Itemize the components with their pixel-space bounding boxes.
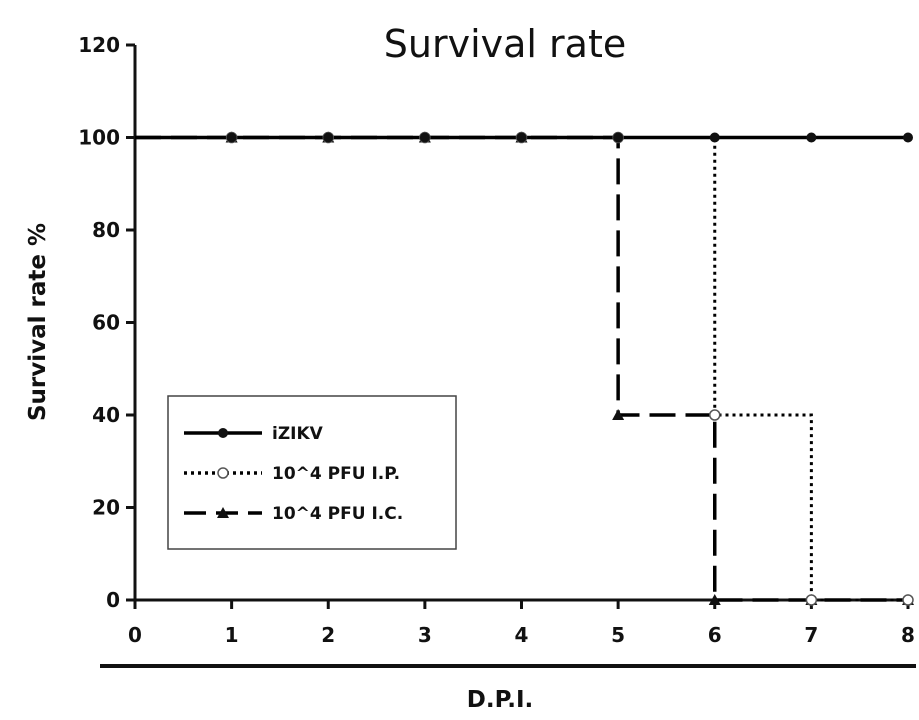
y-tick-label: 20 <box>92 496 120 520</box>
series-point <box>419 132 430 143</box>
y-tick-label: 80 <box>92 218 120 242</box>
legend-box <box>167 395 457 550</box>
series-layer <box>135 131 914 606</box>
series-point <box>516 132 527 143</box>
x-tick-label: 1 <box>225 623 239 647</box>
y-tick-label: 0 <box>106 588 120 612</box>
legend-label: 10^4 PFU I.C. <box>272 504 403 524</box>
x-tick-label: 5 <box>611 623 625 647</box>
x-axis-label: D.P.I. <box>467 687 534 713</box>
y-tick-label: 40 <box>92 403 120 427</box>
series-point <box>226 132 237 143</box>
series-point <box>709 409 721 421</box>
x-tick-label: 4 <box>515 623 529 647</box>
y-tick-label: 120 <box>78 33 120 57</box>
axes: 0 20 40 60 80 100 120 0 1 2 3 4 5 6 7 8 <box>78 33 916 668</box>
legend-label: 10^4 PFU I.P. <box>272 464 400 484</box>
series-point <box>806 132 817 143</box>
legend-label: iZIKV <box>272 424 324 444</box>
chart-title: Survival rate <box>384 22 626 66</box>
series-point <box>805 594 818 606</box>
series-point <box>903 132 913 143</box>
series-point <box>612 409 625 420</box>
legend: iZIKV 10^4 PFU I.P. 10^4 PFU I.C. <box>167 395 457 550</box>
legend-marker <box>218 428 228 438</box>
series-point <box>323 132 334 143</box>
x-tick-label: 0 <box>128 623 142 647</box>
x-tick-label: 3 <box>418 623 432 647</box>
legend-marker <box>217 467 229 479</box>
x-tick-label: 8 <box>901 623 915 647</box>
x-tick-label: 7 <box>804 623 818 647</box>
series-point <box>709 132 720 143</box>
x-tick-label: 6 <box>708 623 722 647</box>
y-tick-label: 100 <box>78 126 120 150</box>
legend-marker <box>217 507 229 518</box>
series-point <box>708 594 721 605</box>
y-axis-label: Survival rate % <box>25 223 51 421</box>
series-point <box>902 594 914 606</box>
series-point <box>613 132 624 143</box>
x-tick-label: 2 <box>321 623 335 647</box>
y-tick-label: 60 <box>92 311 120 335</box>
